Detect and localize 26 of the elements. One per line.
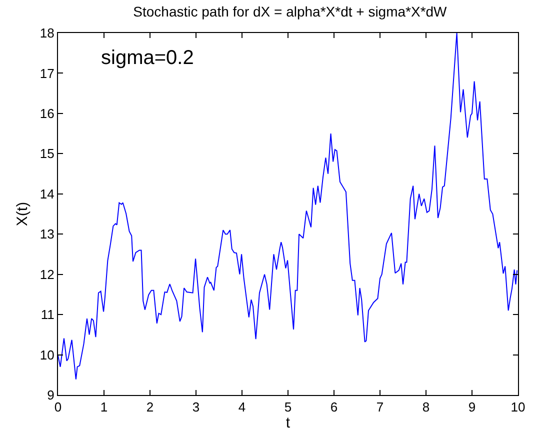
y-axis-title: X(t) <box>14 202 32 226</box>
x-tick-label: 6 <box>330 400 338 415</box>
annotation: sigma=0.2 <box>101 47 194 69</box>
y-tick-label: 13 <box>40 226 54 242</box>
y-tick-label: 18 <box>40 26 54 41</box>
x-tick-label: 10 <box>510 400 526 415</box>
x-tick-label: 0 <box>54 400 62 415</box>
x-tick-label: 3 <box>192 400 200 415</box>
x-tick-label: 8 <box>422 400 430 415</box>
y-tick-label: 14 <box>40 186 54 202</box>
y-tick-label: 10 <box>40 347 54 362</box>
x-tick-label: 4 <box>238 400 246 415</box>
x-tick-label: 1 <box>100 400 108 415</box>
y-tick-label: 12 <box>40 266 54 282</box>
chart-title: Stochastic path for dX = alpha*X*dt + sigma*X*dW <box>133 3 448 20</box>
y-tick-label: 15 <box>40 146 54 162</box>
x-tick-label: 2 <box>146 400 154 415</box>
x-tick-label: 7 <box>376 400 384 415</box>
y-tick-label: 11 <box>40 307 54 322</box>
line-series <box>58 33 518 380</box>
x-axis-title: t <box>286 414 291 432</box>
y-tick-label: 16 <box>40 106 54 121</box>
y-tick-label: 17 <box>40 66 54 81</box>
x-tick-label: 9 <box>468 400 476 415</box>
y-tick-label: 9 <box>47 388 54 403</box>
x-tick-label: 5 <box>284 400 292 415</box>
